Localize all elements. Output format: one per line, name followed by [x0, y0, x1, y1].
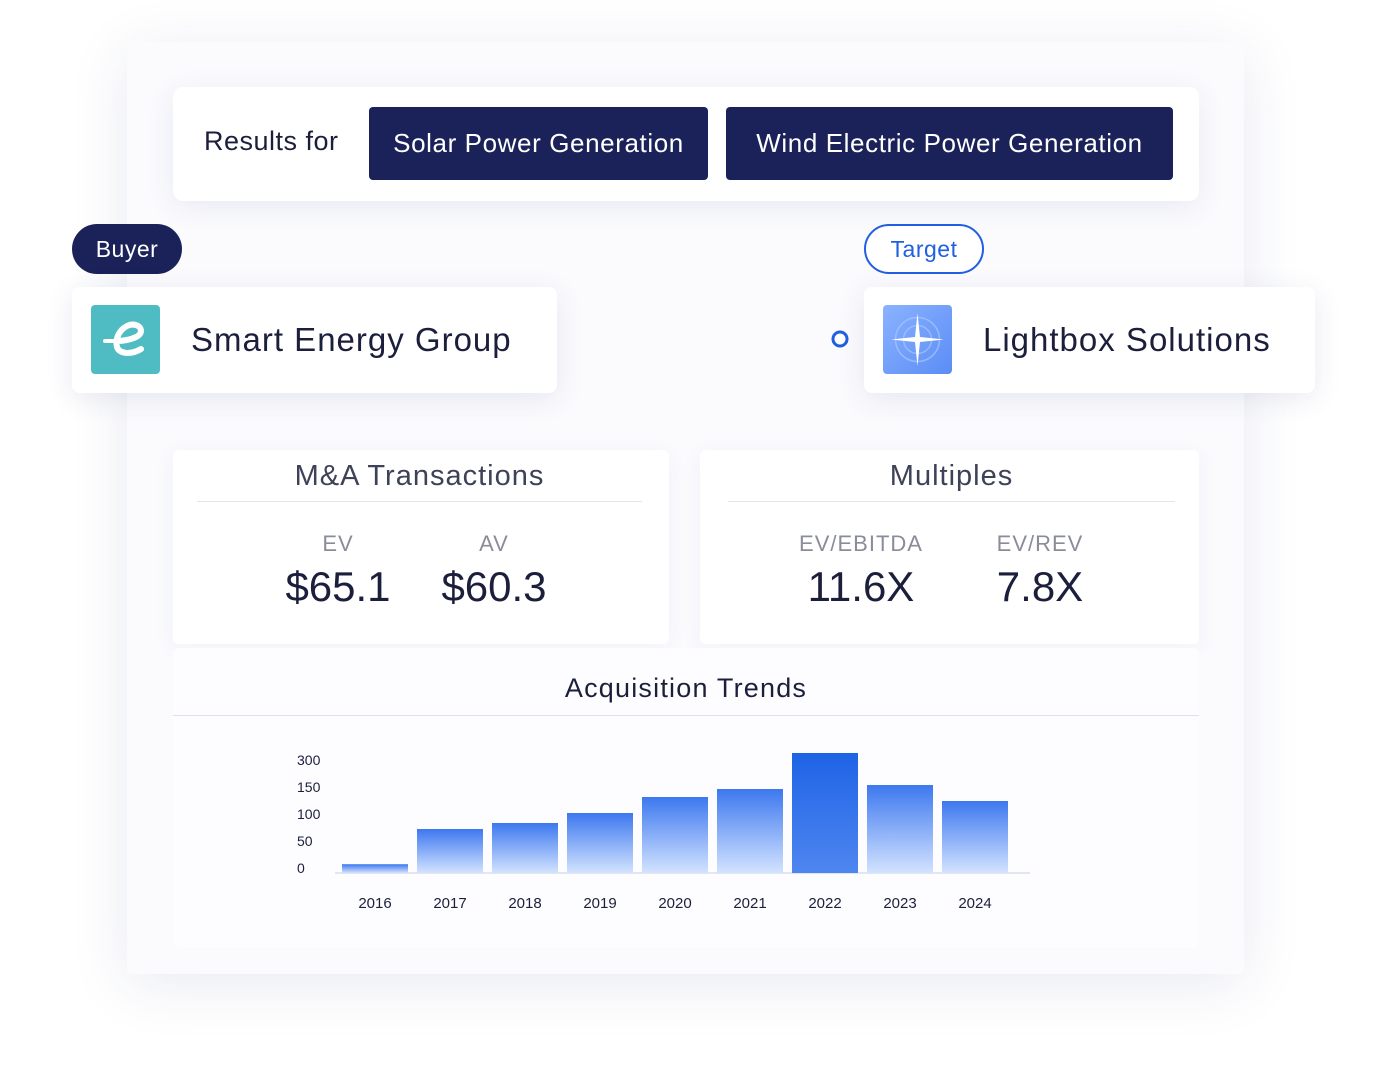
ma-divider — [197, 501, 642, 502]
ev-value: $65.1 — [285, 563, 391, 610]
av-label: AV — [479, 531, 509, 556]
bar-2024[interactable] — [942, 801, 1008, 873]
bar-2019[interactable] — [567, 813, 633, 873]
sparkle-star-icon — [883, 305, 952, 374]
e-letter-icon — [91, 305, 160, 374]
y-tick-label: 100 — [297, 806, 321, 822]
bar-2020[interactable] — [642, 797, 708, 873]
ev-rev-label: EV/REV — [996, 531, 1084, 556]
av-value: $60.3 — [441, 563, 547, 610]
x-tick-label: 2023 — [883, 895, 916, 912]
ev-label: EV — [322, 531, 354, 556]
bar-2023[interactable] — [867, 785, 933, 873]
x-tick-label: 2019 — [583, 895, 616, 912]
chart-title: Acquisition Trends — [564, 673, 808, 703]
chart-title-divider — [173, 715, 1199, 716]
ev-rev-value: 7.8X — [996, 563, 1084, 610]
ma-transactions-card — [173, 450, 669, 644]
x-tick-label: 2017 — [433, 895, 466, 912]
buyer-company-name: Smart Energy Group — [191, 321, 512, 358]
ma-transactions-title: M&A Transactions — [294, 460, 545, 492]
ev-ebitda-label: EV/EBITDA — [799, 531, 923, 556]
bar-2016[interactable] — [342, 864, 408, 873]
buyer-badge: Buyer — [72, 224, 182, 274]
y-tick-label: 0 — [297, 860, 305, 876]
x-tick-label: 2024 — [958, 895, 991, 912]
results-label: Results for — [204, 126, 339, 156]
multiples-card — [700, 450, 1199, 644]
multiples-divider — [728, 501, 1175, 502]
bar-2017[interactable] — [417, 829, 483, 873]
target-badge: Target — [864, 224, 984, 274]
buyer-target-connector — [568, 330, 849, 348]
y-tick-label: 50 — [297, 833, 313, 849]
x-tick-label: 2022 — [808, 895, 841, 912]
bar-2018[interactable] — [492, 823, 558, 873]
y-tick-label: 150 — [297, 779, 321, 795]
x-tick-label: 2016 — [358, 895, 391, 912]
x-tick-label: 2018 — [508, 895, 541, 912]
filter-chip-wind[interactable]: Wind Electric Power Generation — [726, 107, 1173, 180]
ev-ebitda-value: 11.6X — [807, 563, 915, 610]
x-tick-label: 2021 — [733, 895, 766, 912]
filter-chip-solar[interactable]: Solar Power Generation — [369, 107, 708, 180]
target-company-name: Lightbox Solutions — [983, 321, 1271, 358]
x-tick-label: 2020 — [658, 895, 691, 912]
y-tick-label: 300 — [297, 752, 321, 768]
bar-2022[interactable] — [792, 753, 858, 873]
bar-2021[interactable] — [717, 789, 783, 873]
multiples-title: Multiples — [889, 460, 1014, 492]
